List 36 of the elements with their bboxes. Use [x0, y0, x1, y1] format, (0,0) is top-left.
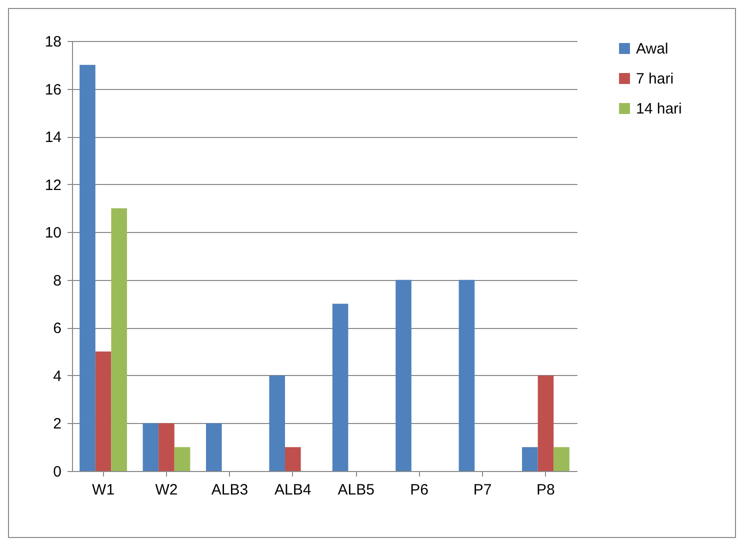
x-tick-label: P7 [473, 482, 492, 498]
y-tick-label: 8 [53, 272, 62, 290]
y-tick-label: 12 [44, 176, 62, 194]
bar [522, 447, 538, 471]
bar [95, 352, 112, 471]
y-tick-label: 16 [44, 81, 62, 98]
y-tick-label: 4 [53, 368, 62, 385]
bar [174, 447, 190, 471]
x-tick-label: W1 [92, 482, 115, 498]
bar [158, 423, 174, 471]
bar [538, 375, 554, 471]
legend-label: Awal [636, 40, 668, 58]
bar [142, 423, 159, 471]
bar [269, 375, 285, 471]
bar [80, 64, 96, 471]
bar [206, 423, 222, 471]
bar [458, 280, 475, 471]
y-tick-label: 10 [44, 224, 62, 242]
legend-label: 7 hari [636, 70, 674, 88]
x-tick-label: ALB3 [211, 482, 248, 498]
legend-label: 14 hari [636, 100, 682, 118]
bar [554, 447, 570, 471]
x-tick-label: ALB5 [338, 482, 374, 498]
y-tick-label: 0 [53, 464, 62, 480]
bar [396, 280, 412, 471]
bar [111, 208, 127, 471]
bar [332, 304, 348, 471]
x-tick-label: P6 [410, 482, 428, 498]
bar [284, 447, 301, 471]
y-tick-label: 6 [53, 320, 62, 338]
y-tick-label: 2 [53, 416, 62, 433]
x-tick-label: P8 [536, 482, 555, 498]
x-tick-label: W2 [155, 482, 178, 498]
x-tick-label: ALB4 [274, 482, 312, 498]
y-tick-label: 18 [44, 34, 62, 50]
y-tick-label: 14 [44, 129, 62, 146]
